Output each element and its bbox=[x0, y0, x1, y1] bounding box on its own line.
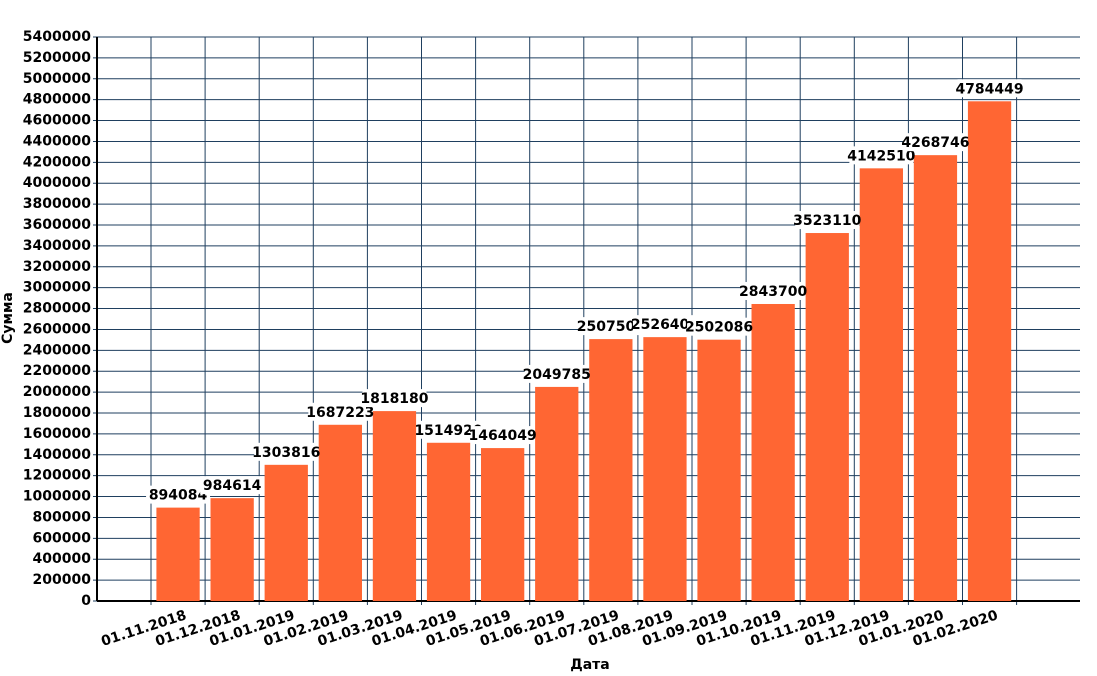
value-label: 3523110 bbox=[793, 213, 861, 229]
y-tick-label: 4000000 bbox=[23, 175, 91, 191]
value-label-bg bbox=[470, 426, 535, 445]
value-label-bg bbox=[849, 146, 914, 165]
y-tick-label: 3800000 bbox=[23, 196, 91, 212]
y-tick-label: 2400000 bbox=[23, 342, 91, 358]
value-label-bg bbox=[254, 442, 319, 461]
value-label: 2507500 bbox=[577, 319, 645, 335]
value-label: 2049785 bbox=[523, 367, 591, 383]
value-label-bg bbox=[416, 420, 481, 439]
y-tick-label: 3200000 bbox=[23, 259, 91, 275]
value-label-bg bbox=[308, 402, 373, 421]
value-label: 4268746 bbox=[901, 135, 969, 151]
value-label: 2502086 bbox=[685, 320, 753, 336]
value-label-bg bbox=[146, 485, 211, 504]
value-label-bg bbox=[903, 133, 968, 152]
y-tick-label: 3000000 bbox=[23, 280, 91, 296]
value-label: 2843700 bbox=[739, 284, 807, 300]
y-tick-label: 1400000 bbox=[23, 447, 91, 463]
bar bbox=[210, 498, 254, 601]
value-label-bg bbox=[578, 317, 643, 336]
value-label: 1514920 bbox=[414, 423, 482, 439]
bar bbox=[481, 448, 525, 601]
bar bbox=[643, 337, 687, 601]
y-tick-label: 1200000 bbox=[23, 468, 91, 484]
value-label: 1464049 bbox=[469, 428, 537, 444]
value-label: 4784449 bbox=[955, 81, 1023, 97]
value-label-bg bbox=[632, 315, 697, 334]
bar bbox=[372, 411, 417, 601]
bar bbox=[697, 339, 741, 601]
y-tick-label: 5000000 bbox=[23, 71, 91, 87]
value-label-bg bbox=[687, 317, 752, 336]
value-label: 1687223 bbox=[306, 405, 374, 421]
value-label: 4142510 bbox=[847, 148, 915, 164]
bar bbox=[264, 464, 308, 601]
value-label: 1818180 bbox=[360, 391, 428, 407]
value-label-bg bbox=[362, 389, 427, 408]
y-tick-label: 2600000 bbox=[23, 321, 91, 337]
y-tick-label: 5400000 bbox=[23, 29, 91, 45]
value-label-bg bbox=[741, 281, 806, 300]
value-label-bg bbox=[795, 211, 860, 230]
y-tick-label: 200000 bbox=[33, 572, 92, 588]
y-tick-label: 4400000 bbox=[23, 133, 91, 149]
y-tick-label: 4200000 bbox=[23, 154, 91, 170]
value-label: 984614 bbox=[203, 478, 262, 494]
value-label-bg bbox=[200, 476, 265, 495]
y-tick-label: 3600000 bbox=[23, 217, 91, 233]
y-tick-label: 1000000 bbox=[23, 489, 91, 505]
y-tick-label: 800000 bbox=[33, 509, 92, 525]
y-tick-label: 600000 bbox=[33, 530, 92, 546]
y-tick-label: 2800000 bbox=[23, 301, 91, 317]
value-label: 2526400 bbox=[631, 317, 699, 333]
y-axis-title: Сумма bbox=[0, 292, 16, 344]
y-tick-label: 2000000 bbox=[23, 384, 91, 400]
bar bbox=[805, 233, 849, 601]
bar bbox=[967, 101, 1012, 601]
y-tick-label: 5200000 bbox=[23, 50, 91, 66]
value-label-bg bbox=[957, 79, 1022, 98]
value-label: 1303816 bbox=[252, 445, 320, 461]
bar bbox=[751, 303, 795, 601]
value-label-bg bbox=[524, 364, 589, 383]
y-tick-label: 1800000 bbox=[23, 405, 91, 421]
bar bbox=[913, 155, 958, 601]
y-tick-label: 400000 bbox=[33, 551, 92, 567]
bar bbox=[859, 168, 903, 602]
bar bbox=[535, 386, 579, 601]
bar bbox=[589, 339, 633, 601]
y-tick-label: 1600000 bbox=[23, 426, 91, 442]
bar bbox=[426, 442, 471, 601]
y-tick-label: 2200000 bbox=[23, 363, 91, 379]
x-axis-title: Дата bbox=[570, 657, 609, 673]
y-tick-label: 0 bbox=[81, 593, 91, 609]
bar bbox=[156, 507, 200, 601]
bar bbox=[318, 424, 362, 601]
y-tick-label: 3400000 bbox=[23, 238, 91, 254]
value-label: 894084 bbox=[149, 488, 208, 504]
y-tick-label: 4600000 bbox=[23, 113, 91, 129]
y-tick-label: 4800000 bbox=[23, 92, 91, 108]
